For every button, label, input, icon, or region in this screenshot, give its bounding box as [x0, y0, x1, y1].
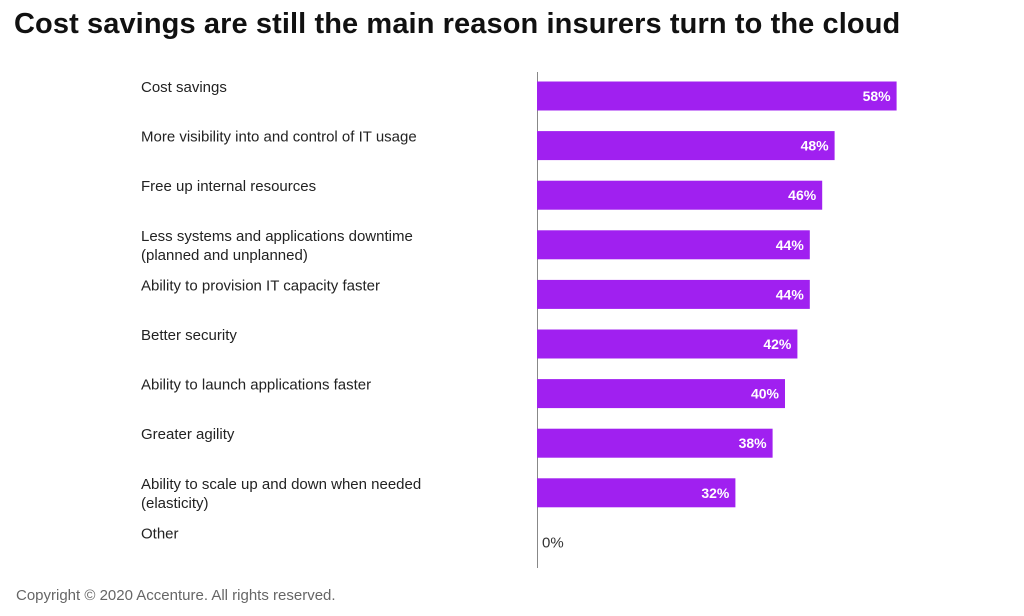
- category-label: Ability to launch applications faster: [141, 377, 371, 394]
- category-label-line: Better security: [141, 327, 237, 344]
- category-label-line: Free up internal resources: [141, 178, 316, 195]
- category-label: Greater agility: [141, 426, 235, 443]
- bar: [537, 180, 823, 210]
- category-label-line: Ability to launch applications faster: [141, 377, 371, 394]
- data-label: 40%: [751, 386, 780, 402]
- data-label: 0%: [542, 534, 564, 551]
- category-label-line: More visibility into and control of IT u…: [141, 129, 417, 146]
- bar: [537, 428, 773, 458]
- category-label: Free up internal resources: [141, 178, 316, 195]
- category-label-line: Ability to provision IT capacity faster: [141, 277, 380, 294]
- category-label-line: Less systems and applications downtime: [141, 228, 413, 245]
- data-label: 38%: [739, 435, 768, 451]
- bar: [537, 279, 810, 309]
- category-label-line: Other: [141, 525, 179, 542]
- category-label-line: (planned and unplanned): [141, 247, 308, 264]
- bar: [537, 131, 835, 161]
- bar: [537, 379, 785, 409]
- category-label-line: (elasticity): [141, 495, 209, 512]
- category-label: More visibility into and control of IT u…: [141, 129, 417, 146]
- category-label-line: Cost savings: [141, 79, 227, 96]
- data-label: 46%: [788, 187, 817, 203]
- category-label-line: Greater agility: [141, 426, 235, 443]
- data-label: 58%: [863, 88, 892, 104]
- category-label-line: Ability to scale up and down when needed: [141, 476, 421, 493]
- bar: [537, 230, 810, 260]
- data-label: 44%: [776, 286, 805, 302]
- data-label: 48%: [801, 138, 830, 154]
- bar: [537, 478, 736, 508]
- category-label: Less systems and applications downtime (p…: [141, 228, 413, 264]
- data-label: 32%: [701, 485, 730, 501]
- copyright-footer: Copyright © 2020 Accenture. All rights r…: [16, 587, 336, 604]
- bar: [537, 81, 897, 111]
- category-label: Other: [141, 525, 179, 542]
- data-label: 42%: [763, 336, 792, 352]
- chart-title: Cost savings are still the main reason i…: [14, 8, 901, 40]
- data-label: 44%: [776, 237, 805, 253]
- bar: [537, 329, 798, 359]
- category-label: Ability to provision IT capacity faster: [141, 277, 380, 294]
- category-label: Ability to scale up and down when needed…: [141, 476, 421, 512]
- category-label: Cost savings: [141, 79, 227, 96]
- category-label: Better security: [141, 327, 237, 344]
